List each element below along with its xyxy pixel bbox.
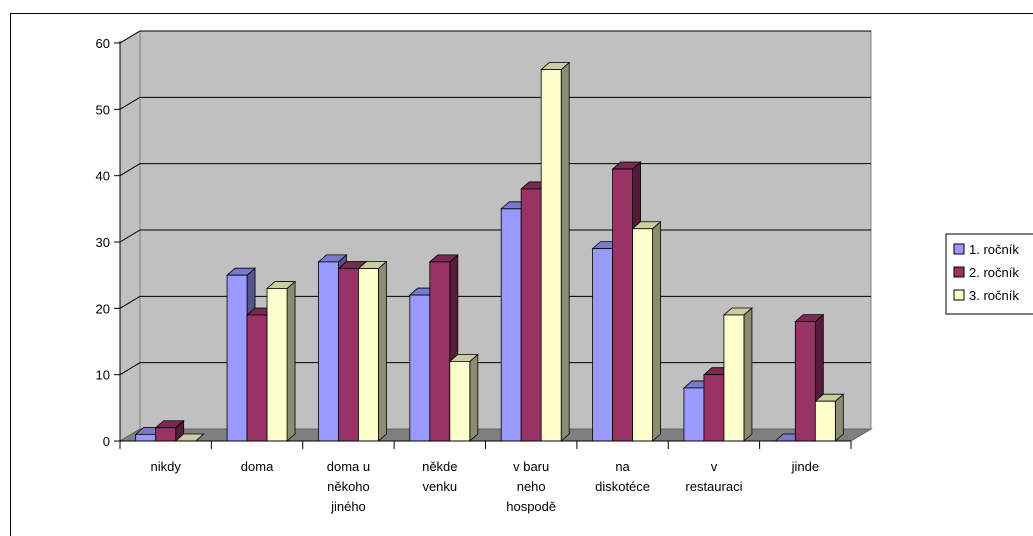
bar-front — [612, 168, 633, 442]
x-tick-label-line: diskotéce — [595, 479, 650, 494]
bar-side — [834, 393, 844, 442]
legend-swatch — [953, 266, 965, 278]
y-tick-label: 20 — [96, 301, 110, 316]
bar-3-4 — [448, 353, 479, 442]
bar-side — [378, 260, 387, 442]
bar-front — [449, 360, 471, 442]
y-tick-label: 0 — [103, 434, 110, 449]
legend-swatch — [953, 289, 965, 301]
bar-front — [814, 400, 836, 442]
gridline — [119, 30, 871, 44]
chart-frame — [10, 13, 1033, 536]
bar-front — [338, 268, 359, 442]
x-tick-label: v restauraci — [685, 459, 742, 494]
gridline — [119, 96, 871, 110]
bar-side — [286, 280, 296, 442]
bar-front — [520, 188, 542, 442]
y-tick-label: 40 — [96, 169, 110, 184]
x-tick-label-line: jinde — [791, 459, 819, 474]
bar-side — [652, 220, 661, 442]
x-tick-label-line: někde — [422, 459, 457, 474]
bar-front — [358, 268, 379, 442]
bar-front — [632, 228, 653, 442]
bar-front — [683, 387, 705, 442]
x-tick-label: na diskotéce — [595, 459, 650, 494]
x-tick-label-line: jiného — [330, 499, 366, 514]
bar-front — [226, 274, 248, 442]
y-tick-label: 60 — [96, 36, 110, 51]
bar-side — [469, 353, 479, 442]
x-tick-label: doma — [241, 459, 274, 474]
bar-side — [743, 307, 753, 442]
bar-2-1 — [154, 419, 185, 442]
x-tick-label-line: doma — [241, 459, 274, 474]
x-tick-label-line: někoho — [327, 479, 370, 494]
legend-swatch — [953, 243, 965, 255]
legend: 1. ročník 2. ročník 3. ročník — [945, 233, 1033, 315]
x-tick-label: někde venku — [422, 459, 457, 494]
x-tick-label: doma u někoho jiného — [327, 459, 370, 514]
bar-front — [318, 261, 339, 442]
x-axis-labels: nikdy doma doma u někoho jiného někde venku v b… — [151, 459, 820, 514]
bar-front — [135, 433, 157, 442]
bars — [134, 61, 845, 442]
x-tick-label-line: neho — [517, 479, 546, 494]
bar-front — [155, 427, 177, 442]
y-tick-label: 10 — [96, 368, 110, 383]
bar-front — [500, 208, 522, 442]
bar-3-3 — [357, 260, 388, 442]
legend-label: 3. ročník — [969, 288, 1019, 303]
x-tick-label-line: nikdy — [151, 459, 182, 474]
bar-3-5 — [540, 61, 571, 442]
x-tick-label-line: hospodě — [506, 499, 556, 514]
x-tick-label-line: na — [615, 459, 630, 474]
x-tick-label-line: restauraci — [685, 479, 742, 494]
x-tick-label-line: v — [711, 459, 718, 474]
bar-3-7 — [722, 307, 754, 442]
y-tick-label: 30 — [96, 235, 110, 250]
legend-label: 1. ročník — [969, 242, 1019, 257]
y-tick-label: 50 — [96, 102, 110, 117]
bar-front — [540, 69, 562, 442]
x-tick-label-line: doma u — [327, 459, 370, 474]
x-tick-label: nikdy — [151, 459, 182, 474]
bar-front — [429, 261, 451, 442]
bar-3-6 — [631, 220, 662, 442]
x-tick-label: v baru neho hospodě — [506, 459, 556, 514]
x-tick-label: jinde — [791, 459, 819, 474]
bar-front — [266, 288, 288, 442]
bar-front — [246, 314, 268, 442]
y-axis-ticks: 0 10 20 30 40 50 60 — [96, 36, 120, 449]
x-tick-label-line: venku — [422, 479, 457, 494]
bar-side — [560, 61, 570, 442]
bar-front — [794, 321, 816, 442]
bar-front — [409, 294, 431, 442]
bar-front — [592, 248, 613, 442]
x-tick-label-line: v baru — [513, 459, 549, 474]
legend-label: 2. ročník — [969, 265, 1019, 280]
bar-3-8 — [814, 393, 845, 442]
bar-front — [703, 374, 725, 442]
bar-front — [723, 314, 745, 442]
bar-3-2 — [265, 280, 297, 442]
